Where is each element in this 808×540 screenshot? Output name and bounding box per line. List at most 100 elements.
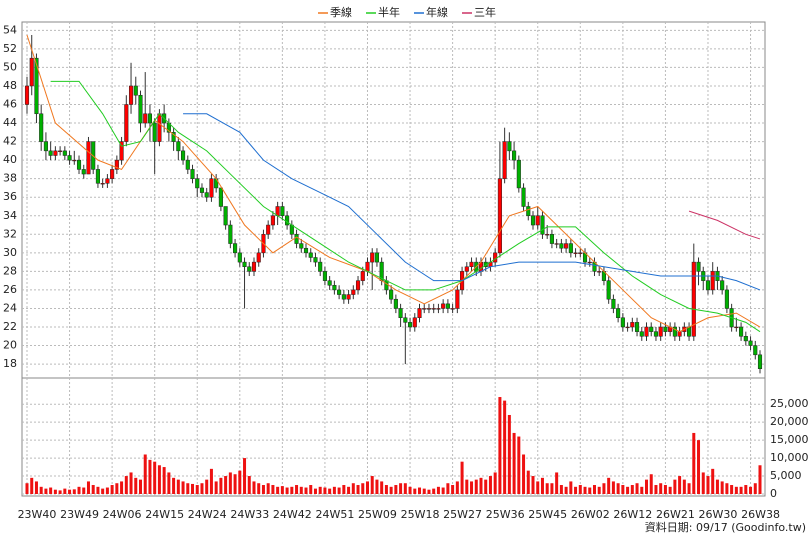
candle-body: [294, 234, 299, 244]
y-tick-label: 54: [3, 23, 17, 36]
volume-bar: [451, 485, 455, 494]
candle-body: [218, 187, 223, 207]
candle-body: [441, 303, 446, 309]
candle-body: [29, 57, 34, 87]
volume-bar: [753, 483, 757, 494]
volume-bar: [630, 485, 634, 494]
candle-body: [332, 285, 337, 291]
volume-bar: [470, 481, 474, 494]
volume-bar: [304, 487, 308, 494]
candle-body: [190, 169, 195, 179]
candle-body: [157, 113, 162, 142]
candle-body: [658, 326, 663, 337]
candle-body: [223, 206, 228, 226]
volume-bar: [148, 459, 152, 494]
x-tick-label: 25W27: [443, 508, 482, 521]
candle-body: [318, 261, 323, 272]
volume-bar: [138, 479, 142, 494]
candle-body: [497, 178, 502, 254]
volume-bar: [58, 490, 62, 494]
volume-bar: [706, 476, 710, 494]
candle-body: [554, 243, 559, 245]
volume-bar: [432, 488, 436, 494]
volume-bar: [734, 486, 738, 494]
candle-body: [630, 322, 635, 328]
volume-bar: [370, 476, 374, 494]
y2-tick-label: 0: [770, 487, 777, 500]
volume-bar: [739, 486, 743, 494]
candle-body: [195, 178, 200, 189]
candle-body: [119, 141, 124, 161]
volume-bar: [318, 486, 322, 494]
volume-bar: [441, 487, 445, 494]
volume-bar: [744, 485, 748, 494]
volume-bar: [30, 477, 34, 494]
volume-bar: [82, 487, 86, 494]
x-tick-label: 26W21: [656, 508, 695, 521]
candle-body: [493, 252, 498, 263]
candle-body: [143, 113, 148, 124]
volume-bar: [290, 486, 294, 494]
y-tick-label: 22: [3, 320, 17, 333]
candle-body: [677, 331, 682, 337]
volume-bar: [243, 458, 247, 494]
volume-bar: [479, 477, 483, 494]
volume-bar: [673, 479, 677, 494]
ma-line: [183, 113, 761, 291]
y2-tick-label: 25,000: [770, 397, 808, 410]
volume-bar: [455, 481, 459, 494]
volume-bar: [569, 481, 573, 494]
volume-bar: [645, 479, 649, 494]
volume-bar: [167, 472, 171, 494]
candle-body: [516, 159, 521, 189]
volume-bar: [522, 454, 526, 494]
volume-bar: [484, 479, 488, 494]
candle-body: [408, 322, 413, 328]
volume-bar: [105, 487, 109, 494]
x-tick-label: 24W15: [145, 508, 184, 521]
candle-body: [228, 224, 233, 244]
candle-body: [653, 331, 659, 337]
volume-bar: [68, 489, 72, 494]
candle-body: [455, 289, 460, 309]
y2-tick-label: 5,000: [770, 469, 802, 482]
volume-bar: [143, 454, 147, 494]
candle-body: [128, 85, 134, 105]
volume-bar: [134, 477, 138, 494]
volume-bar: [280, 486, 284, 494]
candle-body: [124, 104, 129, 142]
volume-bar: [498, 397, 502, 494]
candle-body: [672, 326, 677, 337]
volume-bar: [394, 485, 398, 494]
volume-bar: [503, 400, 507, 494]
candle-body: [256, 252, 261, 263]
volume-bar: [323, 487, 327, 494]
volume-bar: [493, 472, 497, 494]
candle-body: [436, 308, 441, 310]
candle-body: [360, 271, 365, 281]
volume-bar: [276, 486, 280, 494]
volume-bar: [555, 472, 559, 494]
candle-body: [24, 85, 30, 105]
volume-bar: [209, 468, 213, 494]
candle-body: [209, 178, 214, 198]
volume-bar: [531, 476, 535, 494]
candle-body: [734, 326, 739, 329]
candle-body: [639, 331, 644, 337]
volume-bar: [711, 468, 715, 494]
candle-body: [110, 169, 115, 179]
volume-bar: [403, 483, 407, 494]
volume-bar: [247, 476, 251, 494]
x-tick-label: 26W30: [699, 508, 738, 521]
candle-body: [739, 326, 744, 337]
candle-body: [181, 150, 186, 161]
volume-bar: [384, 485, 388, 494]
volume-bar: [460, 461, 464, 494]
candle-body: [403, 317, 408, 323]
candle-body: [710, 271, 715, 291]
volume-bar: [72, 489, 76, 494]
x-tick-label: 24W33: [230, 508, 269, 521]
volume-bar: [309, 485, 313, 494]
